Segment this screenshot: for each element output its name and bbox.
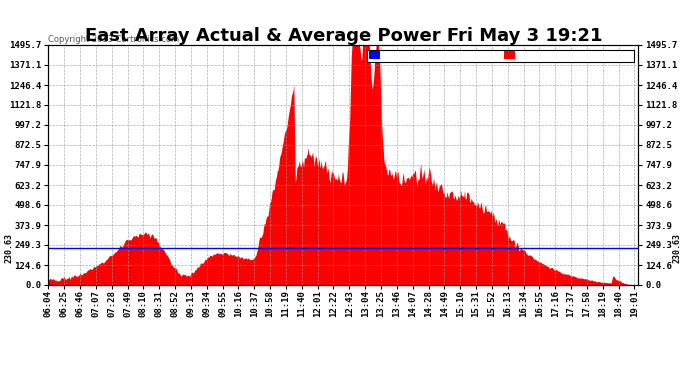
- Text: 230.63: 230.63: [673, 233, 682, 263]
- Title: East Array Actual & Average Power Fri May 3 19:21: East Array Actual & Average Power Fri Ma…: [85, 27, 602, 45]
- Legend: Average  (DC Watts), East Array  (DC Watts): Average (DC Watts), East Array (DC Watts…: [367, 50, 633, 62]
- Text: 230.63: 230.63: [5, 233, 14, 263]
- Text: Copyright 2013 Cartronics.com: Copyright 2013 Cartronics.com: [48, 35, 179, 44]
